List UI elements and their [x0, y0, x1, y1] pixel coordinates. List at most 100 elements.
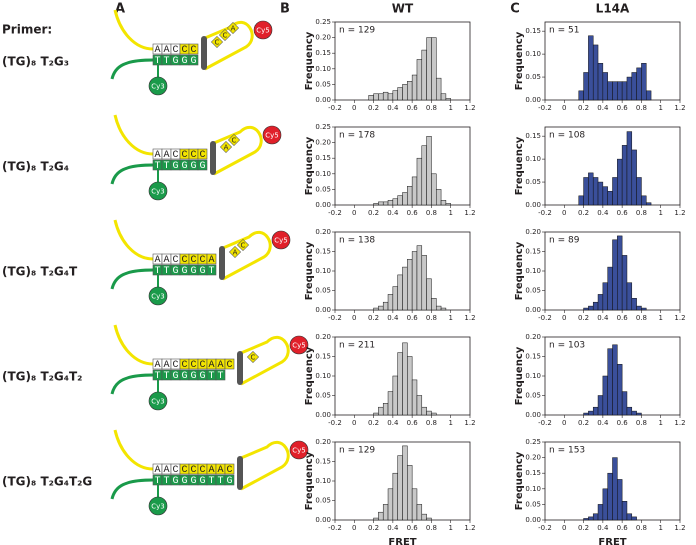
loop-base — [219, 140, 233, 154]
sample-size: n = 178 — [339, 131, 375, 141]
cy5-dye — [289, 335, 309, 355]
top-strand: AACCCC — [155, 150, 209, 161]
histogram-bar — [397, 87, 403, 101]
histogram-bar — [402, 342, 408, 416]
top-strand: AACCCCAAC — [155, 360, 236, 371]
histogram-bar — [612, 344, 618, 416]
histogram-bar — [445, 203, 451, 206]
y-tick-label: 0.25 — [315, 123, 331, 131]
dna-strand — [113, 114, 154, 156]
sample-size: n = 138 — [339, 236, 375, 246]
chart-title: L14A — [596, 2, 630, 16]
x-tick-label: -0.2 — [538, 419, 552, 427]
y-axis-label: Frequency — [514, 451, 525, 510]
histogram-bar — [621, 81, 628, 101]
histogram-bar — [392, 375, 398, 416]
x-tick-label: 0 — [562, 314, 566, 322]
base-box — [197, 159, 208, 171]
histogram-bar — [378, 406, 384, 416]
histogram-bar — [411, 488, 418, 521]
x-tick-label: 0.2 — [368, 104, 379, 112]
histogram-bar — [617, 364, 623, 416]
y-tick-label: 0.10 — [525, 485, 541, 493]
sample-size: n = 103 — [549, 341, 585, 351]
histogram-bar — [602, 375, 608, 416]
y-tick-label: 0.25 — [315, 18, 331, 26]
histogram-bar — [373, 307, 379, 311]
y-tick-label: 0.15 — [315, 248, 331, 256]
x-tick-label: 0 — [352, 419, 356, 427]
duplex-block — [219, 246, 225, 280]
dna-strand — [113, 429, 154, 471]
hairpin — [240, 440, 290, 491]
x-tick-label: 0.6 — [617, 209, 629, 217]
x-tick-label: 0.6 — [617, 104, 629, 112]
histogram-bar — [636, 412, 642, 416]
x-tick-label: 0.8 — [636, 524, 647, 532]
x-tick-label: 1 — [658, 104, 662, 112]
histogram-bar — [626, 282, 633, 311]
cy5-dye — [289, 440, 309, 460]
x-tick-label: 0.4 — [387, 314, 399, 322]
dna-strand — [110, 58, 154, 80]
base-box — [197, 148, 208, 160]
histogram-bar — [440, 307, 447, 311]
base-box — [224, 358, 235, 370]
cy3-dye — [148, 181, 168, 201]
histogram-bar — [436, 305, 442, 311]
histogram-bar — [387, 200, 394, 206]
loop-base — [210, 35, 224, 49]
histogram-bar — [382, 301, 389, 311]
y-tick-label: 0.05 — [525, 287, 541, 295]
histogram-bar — [588, 35, 594, 101]
histogram-bar — [592, 301, 599, 311]
histogram-bar — [626, 513, 633, 521]
x-tick-label: 0 — [352, 314, 356, 322]
primer-name: (TG)₈ T₂G₄T — [2, 265, 78, 279]
histogram-bar — [402, 192, 408, 206]
loop-letter: A — [233, 249, 238, 257]
cy3-dye — [148, 496, 168, 516]
histogram-bar — [397, 455, 403, 521]
loop-letter: C — [215, 39, 220, 47]
histogram-bar — [378, 305, 384, 311]
histogram-bar — [426, 410, 432, 416]
y-tick-label: 0.00 — [315, 516, 331, 524]
cy5-dye — [253, 20, 273, 40]
histogram-bar — [431, 412, 437, 416]
x-tick-label: -0.2 — [328, 419, 342, 427]
histogram-bar — [612, 457, 618, 521]
primer-name: (TG)₈ T₂G₃ — [2, 55, 69, 69]
histogram-bar — [382, 403, 389, 416]
loop-base — [226, 21, 240, 35]
x-tick-label: 1.2 — [464, 524, 475, 532]
histogram-bar — [440, 93, 447, 101]
histogram-bar — [621, 145, 628, 206]
x-tick-label: 0.8 — [426, 314, 437, 322]
x-tick-label: 1 — [658, 524, 662, 532]
loop-letter: C — [241, 242, 246, 250]
top-strand: AACCCCA — [155, 255, 218, 266]
x-tick-label: -0.2 — [538, 104, 552, 112]
dna-strand — [113, 324, 154, 366]
histogram-bar — [436, 189, 442, 206]
loop-letter: C — [251, 354, 256, 362]
histogram-bar — [431, 37, 437, 101]
y-axis-label: Frequency — [304, 136, 315, 195]
y-tick-label: 0.10 — [315, 267, 331, 275]
histogram-bar — [597, 181, 604, 206]
histogram-bar — [607, 190, 613, 206]
cy5-label: Cy5 — [292, 447, 305, 455]
sample-size: n = 129 — [339, 26, 375, 36]
histogram-bar — [421, 406, 427, 416]
bottom-strand: TTGGG — [155, 56, 200, 67]
histogram-bar — [602, 282, 608, 311]
y-tick-label: 0.05 — [315, 392, 331, 400]
dna-strand — [110, 373, 154, 395]
histogram-bar — [578, 90, 584, 101]
y-tick-label: 0.20 — [315, 139, 331, 147]
x-tick-label: 0.2 — [578, 419, 589, 427]
